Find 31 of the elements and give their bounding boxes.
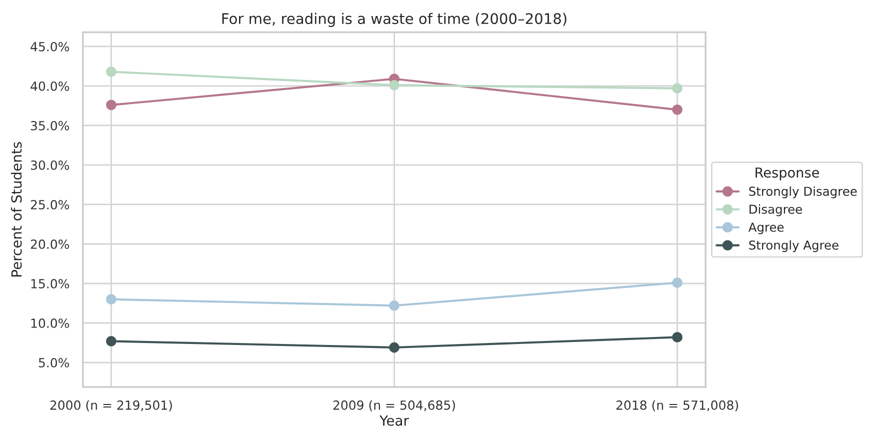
point	[106, 66, 116, 77]
y-tick-label: 5.0%	[38, 358, 70, 368]
point	[672, 104, 683, 115]
legend-label: Strongly Agree	[749, 240, 838, 252]
y-tick-label: 35.0%	[30, 120, 70, 130]
chart-title: For me, reading is a waste of time (2000–2018)	[222, 12, 566, 27]
x-tick-label: 2018 (n = 571,008)	[616, 400, 738, 412]
x-axis-title: Year	[380, 415, 409, 426]
point	[672, 332, 683, 342]
legend-label: Strongly Disagree	[749, 186, 857, 198]
legend-title: Response	[756, 168, 819, 180]
x-tick-label: 2000 (n = 219,501)	[50, 400, 172, 412]
y-tick-label: 10.0%	[31, 318, 70, 328]
y-tick-label: 20.0%	[30, 239, 70, 249]
y-tick-label: 25.0%	[30, 200, 70, 210]
point	[389, 342, 400, 353]
point	[106, 294, 116, 305]
point	[389, 300, 400, 311]
y-tick-label: 45.0%	[30, 42, 70, 52]
point	[672, 83, 683, 94]
y-tick-label: 40.0%	[30, 81, 70, 91]
point	[672, 278, 683, 288]
y-axis-title: Percent of Students	[11, 142, 22, 276]
y-tick-label: 30.0%	[30, 160, 70, 170]
point	[106, 100, 116, 110]
point	[389, 80, 400, 90]
legend-label: Agree	[748, 222, 784, 234]
point	[106, 336, 116, 346]
y-tick-label: 15.0%	[31, 278, 70, 288]
x-tick-label: 2009 (n = 504,685)	[333, 400, 455, 412]
legend-label: Disagree	[750, 204, 802, 216]
